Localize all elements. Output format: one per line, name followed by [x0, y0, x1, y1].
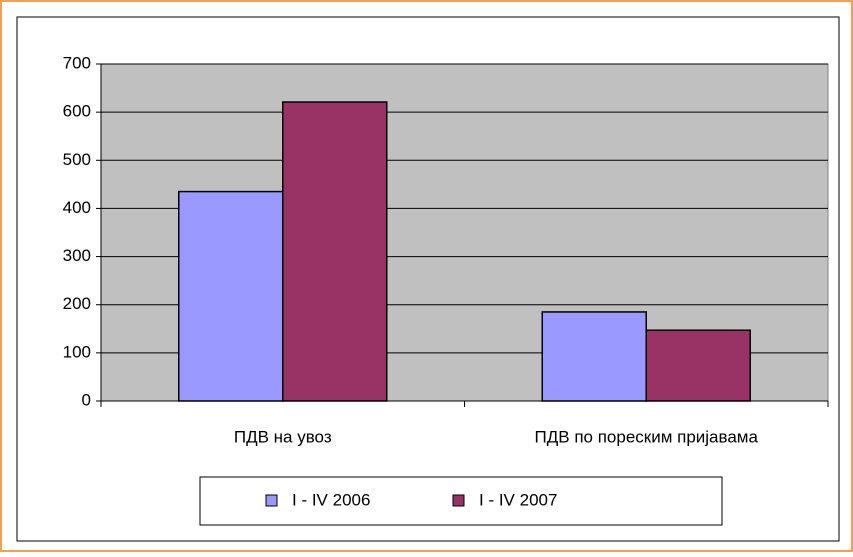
legend-label: I - IV 2007: [479, 490, 557, 509]
legend-swatch: [265, 494, 278, 507]
y-tick-label: 300: [63, 246, 91, 265]
y-tick-label: 600: [63, 102, 91, 121]
y-tick-label: 400: [63, 198, 91, 217]
legend-swatch: [452, 494, 465, 507]
y-tick-label: 700: [63, 53, 91, 72]
bar: [282, 101, 388, 402]
bar: [541, 311, 647, 402]
x-tick-label: ПДВ на увоз: [234, 427, 332, 446]
x-tick-label: ПДВ по пореским пријавама: [535, 427, 759, 446]
y-tick-label: 100: [63, 342, 91, 361]
y-tick-label: 500: [63, 150, 91, 169]
y-tick-label: 0: [82, 390, 91, 409]
bar: [178, 190, 284, 402]
legend-label: I - IV 2006: [292, 490, 370, 509]
y-tick-label: 200: [63, 294, 91, 313]
bar: [645, 329, 751, 402]
